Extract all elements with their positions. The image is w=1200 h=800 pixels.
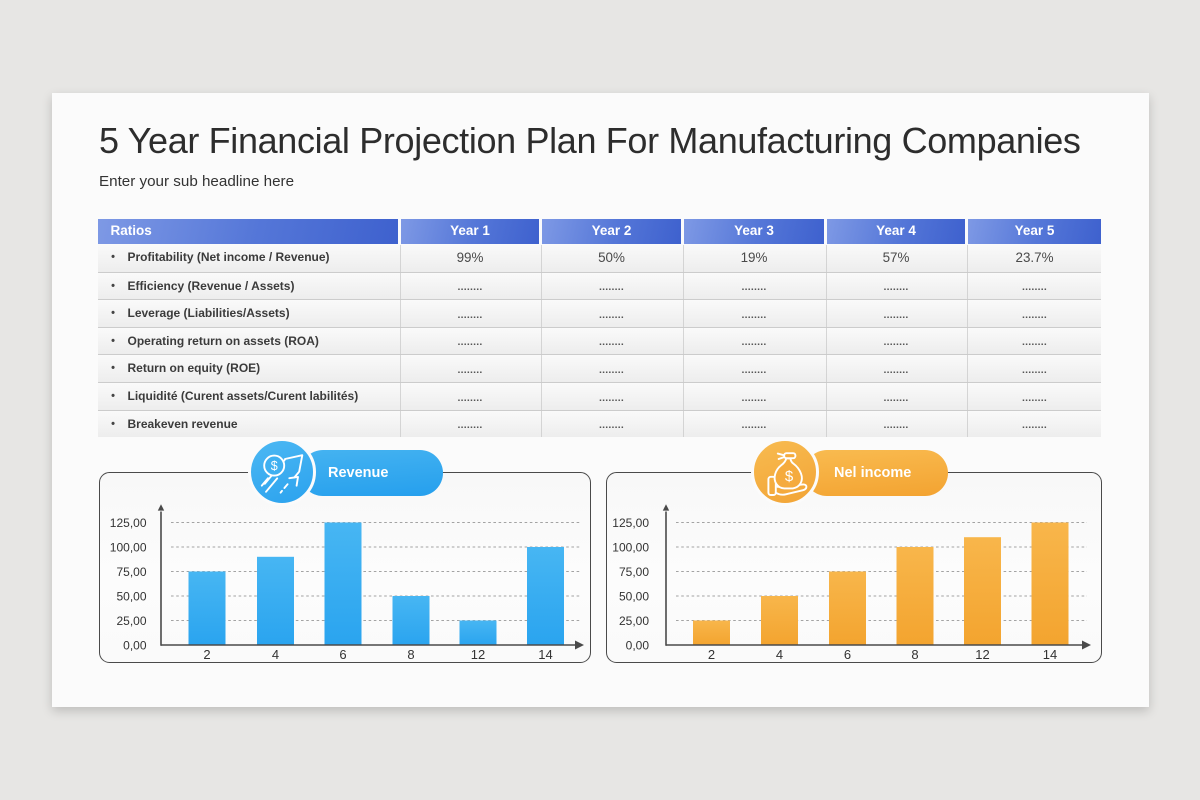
svg-text:25,00: 25,00 [116, 614, 146, 628]
svg-text:100,00: 100,00 [612, 541, 649, 555]
svg-text:$: $ [271, 459, 278, 473]
svg-text:12: 12 [975, 647, 989, 662]
svg-text:0,00: 0,00 [626, 639, 650, 653]
svg-text:50,00: 50,00 [619, 590, 649, 604]
svg-text:125,00: 125,00 [612, 516, 649, 530]
svg-text:50,00: 50,00 [116, 590, 146, 604]
svg-text:4: 4 [776, 647, 783, 662]
svg-text:6: 6 [339, 647, 346, 662]
svg-text:2: 2 [708, 647, 715, 662]
svg-text:14: 14 [538, 647, 552, 662]
svg-text:12: 12 [471, 647, 485, 662]
svg-text:0,00: 0,00 [123, 639, 147, 653]
svg-text:4: 4 [272, 647, 279, 662]
svg-text:75,00: 75,00 [116, 565, 146, 579]
svg-text:8: 8 [407, 647, 414, 662]
svg-text:75,00: 75,00 [619, 565, 649, 579]
svg-text:25,00: 25,00 [619, 614, 649, 628]
svg-text:6: 6 [844, 647, 851, 662]
svg-text:$: $ [784, 468, 793, 485]
svg-text:8: 8 [911, 647, 918, 662]
svg-text:125,00: 125,00 [110, 516, 147, 530]
svg-text:14: 14 [1043, 647, 1057, 662]
svg-text:100,00: 100,00 [110, 541, 147, 555]
svg-text:2: 2 [203, 647, 210, 662]
